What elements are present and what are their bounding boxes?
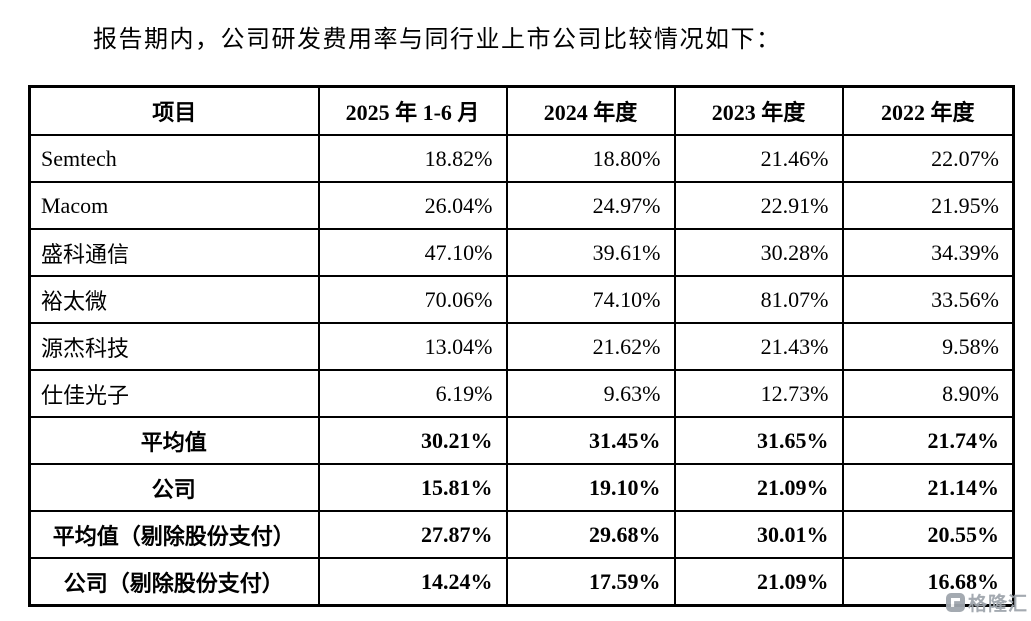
cell-value: 27.87% <box>317 510 508 559</box>
row-label: 公司 <box>28 463 320 512</box>
cell-value: 12.73% <box>673 369 844 418</box>
cell-value: 14.24% <box>317 557 508 607</box>
table-row: 盛科通信 47.10% 39.61% 30.28% 34.39% <box>28 228 1015 277</box>
table-row-average: 平均值 30.21% 31.45% 31.65% 21.74% <box>28 416 1015 465</box>
cell-value: 21.09% <box>673 557 844 607</box>
cell-value: 29.68% <box>505 510 676 559</box>
header-row: 项目 2025 年 1-6 月 2024 年度 2023 年度 2022 年度 <box>28 85 1015 136</box>
cell-value: 21.14% <box>841 463 1015 512</box>
cell-value: 70.06% <box>317 275 508 324</box>
cell-value: 9.58% <box>841 322 1015 371</box>
cell-value: 34.39% <box>841 228 1015 277</box>
row-label: 平均值（剔除股份支付） <box>28 510 320 559</box>
table-row: Macom 26.04% 24.97% 22.91% 21.95% <box>28 181 1015 230</box>
table-row: 仕佳光子 6.19% 9.63% 12.73% 8.90% <box>28 369 1015 418</box>
table-row-company: 公司 15.81% 19.10% 21.09% 21.14% <box>28 463 1015 512</box>
cell-value: 21.43% <box>673 322 844 371</box>
gelonghui-logo-glyph <box>950 598 960 607</box>
comparison-table-container: 项目 2025 年 1-6 月 2024 年度 2023 年度 2022 年度 … <box>28 85 1015 607</box>
cell-value: 20.55% <box>841 510 1015 559</box>
cell-value: 31.45% <box>505 416 676 465</box>
table-row: 源杰科技 13.04% 21.62% 21.43% 9.58% <box>28 322 1015 371</box>
row-label: Macom <box>28 181 320 230</box>
row-label: 平均值 <box>28 416 320 465</box>
column-header-2022: 2022 年度 <box>841 85 1015 136</box>
cell-value: 30.01% <box>673 510 844 559</box>
cell-value: 22.07% <box>841 134 1015 183</box>
cell-value: 31.65% <box>673 416 844 465</box>
cell-value: 8.90% <box>841 369 1015 418</box>
column-header-2023: 2023 年度 <box>673 85 844 136</box>
cell-value: 22.91% <box>673 181 844 230</box>
cell-value: 21.09% <box>673 463 844 512</box>
gelonghui-watermark: 格隆汇 <box>945 589 1028 616</box>
watermark-text: 格隆汇 <box>967 594 1028 615</box>
intro-text: 报告期内，公司研发费用率与同行业上市公司比较情况如下： <box>93 27 782 53</box>
row-label: 源杰科技 <box>28 322 320 371</box>
cell-value: 30.21% <box>317 416 508 465</box>
column-header-2025h1: 2025 年 1-6 月 <box>317 85 508 136</box>
cell-value: 21.74% <box>841 416 1015 465</box>
table-row-average-ex-sbc: 平均值（剔除股份支付） 27.87% 29.68% 30.01% 20.55% <box>28 510 1015 559</box>
cell-value: 9.63% <box>505 369 676 418</box>
cell-value: 74.10% <box>505 275 676 324</box>
row-label: Semtech <box>28 134 320 183</box>
table-row: Semtech 18.82% 18.80% 21.46% 22.07% <box>28 134 1015 183</box>
row-label: 仕佳光子 <box>28 369 320 418</box>
cell-value: 30.28% <box>673 228 844 277</box>
cell-value: 21.95% <box>841 181 1015 230</box>
cell-value: 33.56% <box>841 275 1015 324</box>
row-label: 盛科通信 <box>28 228 320 277</box>
cell-value: 16.68% <box>841 557 1015 607</box>
cell-value: 81.07% <box>673 275 844 324</box>
column-header-item: 项目 <box>28 85 320 136</box>
cell-value: 21.46% <box>673 134 844 183</box>
cell-value: 24.97% <box>505 181 676 230</box>
gelonghui-logo-icon <box>945 593 965 612</box>
cell-value: 18.80% <box>505 134 676 183</box>
cell-value: 18.82% <box>317 134 508 183</box>
column-header-2024: 2024 年度 <box>505 85 676 136</box>
rd-expense-ratio-table: 项目 2025 年 1-6 月 2024 年度 2023 年度 2022 年度 … <box>28 85 1015 607</box>
cell-value: 26.04% <box>317 181 508 230</box>
row-label: 裕太微 <box>28 275 320 324</box>
cell-value: 47.10% <box>317 228 508 277</box>
cell-value: 19.10% <box>505 463 676 512</box>
cell-value: 15.81% <box>317 463 508 512</box>
table-row-company-ex-sbc: 公司（剔除股份支付） 14.24% 17.59% 21.09% 16.68% <box>28 557 1015 607</box>
table-row: 裕太微 70.06% 74.10% 81.07% 33.56% <box>28 275 1015 324</box>
cell-value: 13.04% <box>317 322 508 371</box>
row-label: 公司（剔除股份支付） <box>28 557 320 607</box>
cell-value: 6.19% <box>317 369 508 418</box>
cell-value: 39.61% <box>505 228 676 277</box>
cell-value: 21.62% <box>505 322 676 371</box>
cell-value: 17.59% <box>505 557 676 607</box>
